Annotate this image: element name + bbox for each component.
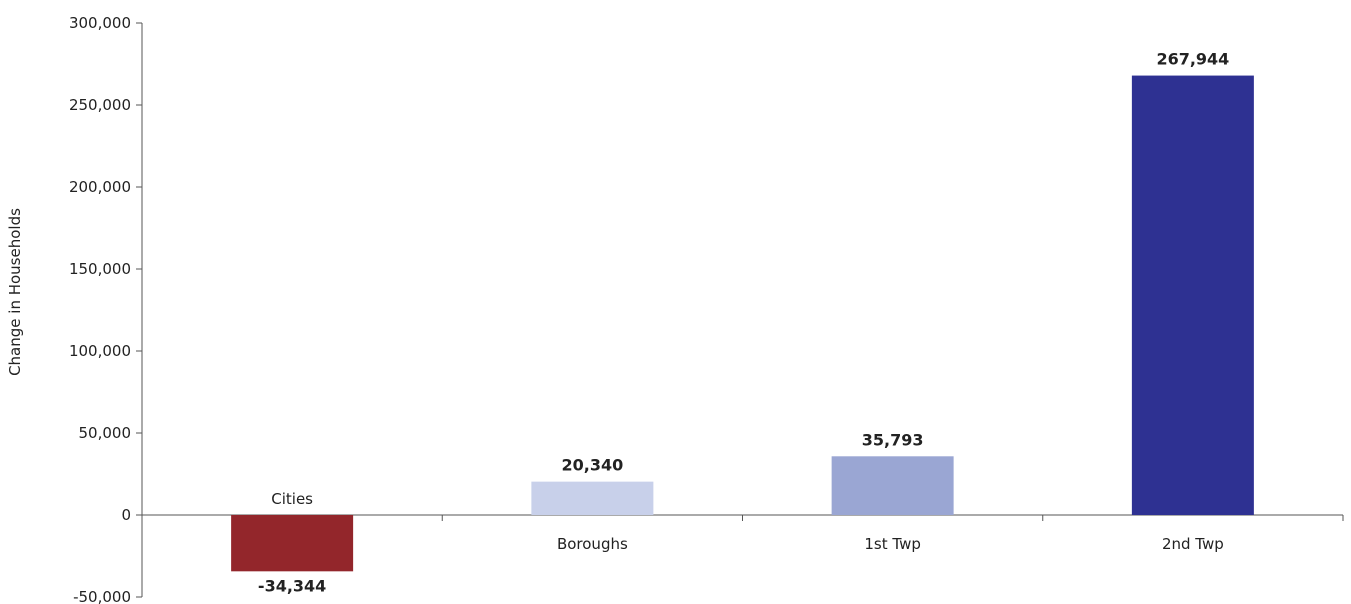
category-label: 1st Twp (864, 535, 920, 553)
category-label: Boroughs (557, 535, 628, 553)
y-tick-label: 50,000 (79, 424, 132, 442)
data-labels: Cities -34,344 Boroughs 20,340 1st Twp 35,793… (258, 50, 1229, 596)
bar-boroughs (531, 481, 654, 515)
bar-2nd-twp (1131, 75, 1254, 515)
y-tick-label: 300,000 (69, 14, 131, 32)
bar-cities (231, 515, 354, 572)
y-tick-label: 250,000 (69, 96, 131, 114)
category-label: Cities (271, 490, 313, 508)
y-tick-label: 150,000 (69, 260, 131, 278)
bars (231, 75, 1254, 572)
y-axis: -50,000 0 50,000 100,000 150,000 200,000 250,0… (69, 14, 143, 604)
data-label: -34,344 (258, 576, 326, 595)
y-tick-label: -50,000 (73, 588, 131, 604)
y-tick-label: 100,000 (69, 342, 131, 360)
y-tick-label: 200,000 (69, 178, 131, 196)
category-label: 2nd Twp (1162, 535, 1224, 553)
y-axis-title: Change in Households (6, 208, 24, 376)
data-label: 35,793 (862, 430, 924, 449)
y-tick-label: 0 (121, 506, 131, 524)
bar-1st-twp (831, 456, 954, 515)
data-label: 267,944 (1156, 50, 1229, 69)
data-label: 20,340 (562, 456, 624, 475)
